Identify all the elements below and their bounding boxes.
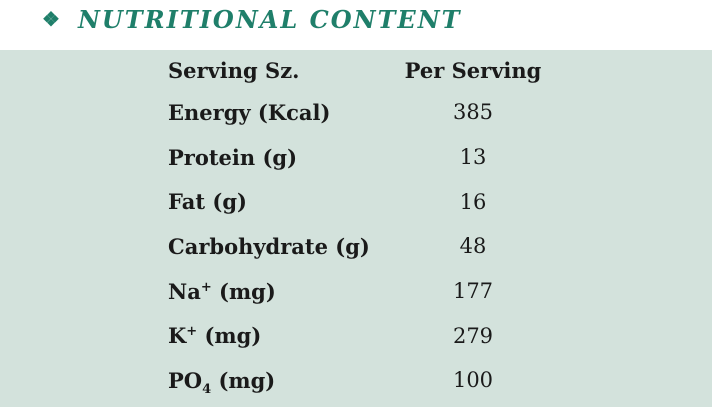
table-row: K+ (mg) 279 — [168, 313, 543, 358]
row-label-sodium: Na+ (mg) — [168, 269, 403, 314]
row-label-potassium: K+ (mg) — [168, 313, 403, 358]
table-row: PO4 (mg) 100 — [168, 358, 543, 403]
row-value-potassium: 279 — [452, 323, 494, 348]
table-row: Carbohydrate (g) 48 — [168, 224, 543, 269]
row-label-energy: Energy (Kcal) — [168, 99, 331, 125]
label-superscript: + — [200, 279, 212, 295]
label-unit: (mg) — [211, 278, 276, 304]
label-main: Na — [168, 278, 201, 304]
nutrition-table: Serving Sz. Per Serving Energy (Kcal) 38… — [168, 50, 543, 403]
table-header-row: Serving Sz. Per Serving — [168, 50, 543, 90]
label-unit: (mg) — [211, 367, 276, 393]
row-value-protein: 13 — [459, 145, 487, 170]
label-unit: (mg) — [197, 323, 262, 349]
table-row: Na+ (mg) 177 — [168, 269, 543, 314]
nutrition-table-panel: Serving Sz. Per Serving Energy (Kcal) 38… — [0, 50, 712, 407]
label-main: K — [168, 323, 187, 349]
label-subscript: 4 — [202, 382, 212, 398]
table-row: Protein (g) 13 — [168, 135, 543, 180]
row-value-sodium: 177 — [452, 279, 494, 304]
table-row: Energy (Kcal) 385 — [168, 90, 543, 135]
row-label-protein: Protein (g) — [168, 144, 298, 170]
table-row: Fat (g) 16 — [168, 179, 543, 224]
row-label-fat: Fat (g) — [168, 189, 247, 215]
label-main: PO — [168, 367, 203, 393]
row-label-phosphate: PO4 (mg) — [168, 358, 403, 403]
row-value-energy: 385 — [452, 100, 494, 125]
row-label-carbohydrate: Carbohydrate (g) — [168, 233, 370, 259]
row-value-carbohydrate: 48 — [459, 234, 487, 259]
section-heading: ❖ NUTRITIONAL CONTENT — [42, 0, 462, 38]
diamond-bullet-icon: ❖ — [42, 7, 60, 31]
header-serving-size: Serving Sz. — [168, 57, 300, 83]
row-value-phosphate: 100 — [452, 368, 494, 393]
label-superscript: + — [186, 324, 198, 340]
header-per-serving: Per Serving — [404, 57, 542, 83]
row-value-fat: 16 — [459, 189, 487, 214]
section-title: NUTRITIONAL CONTENT — [77, 4, 462, 34]
